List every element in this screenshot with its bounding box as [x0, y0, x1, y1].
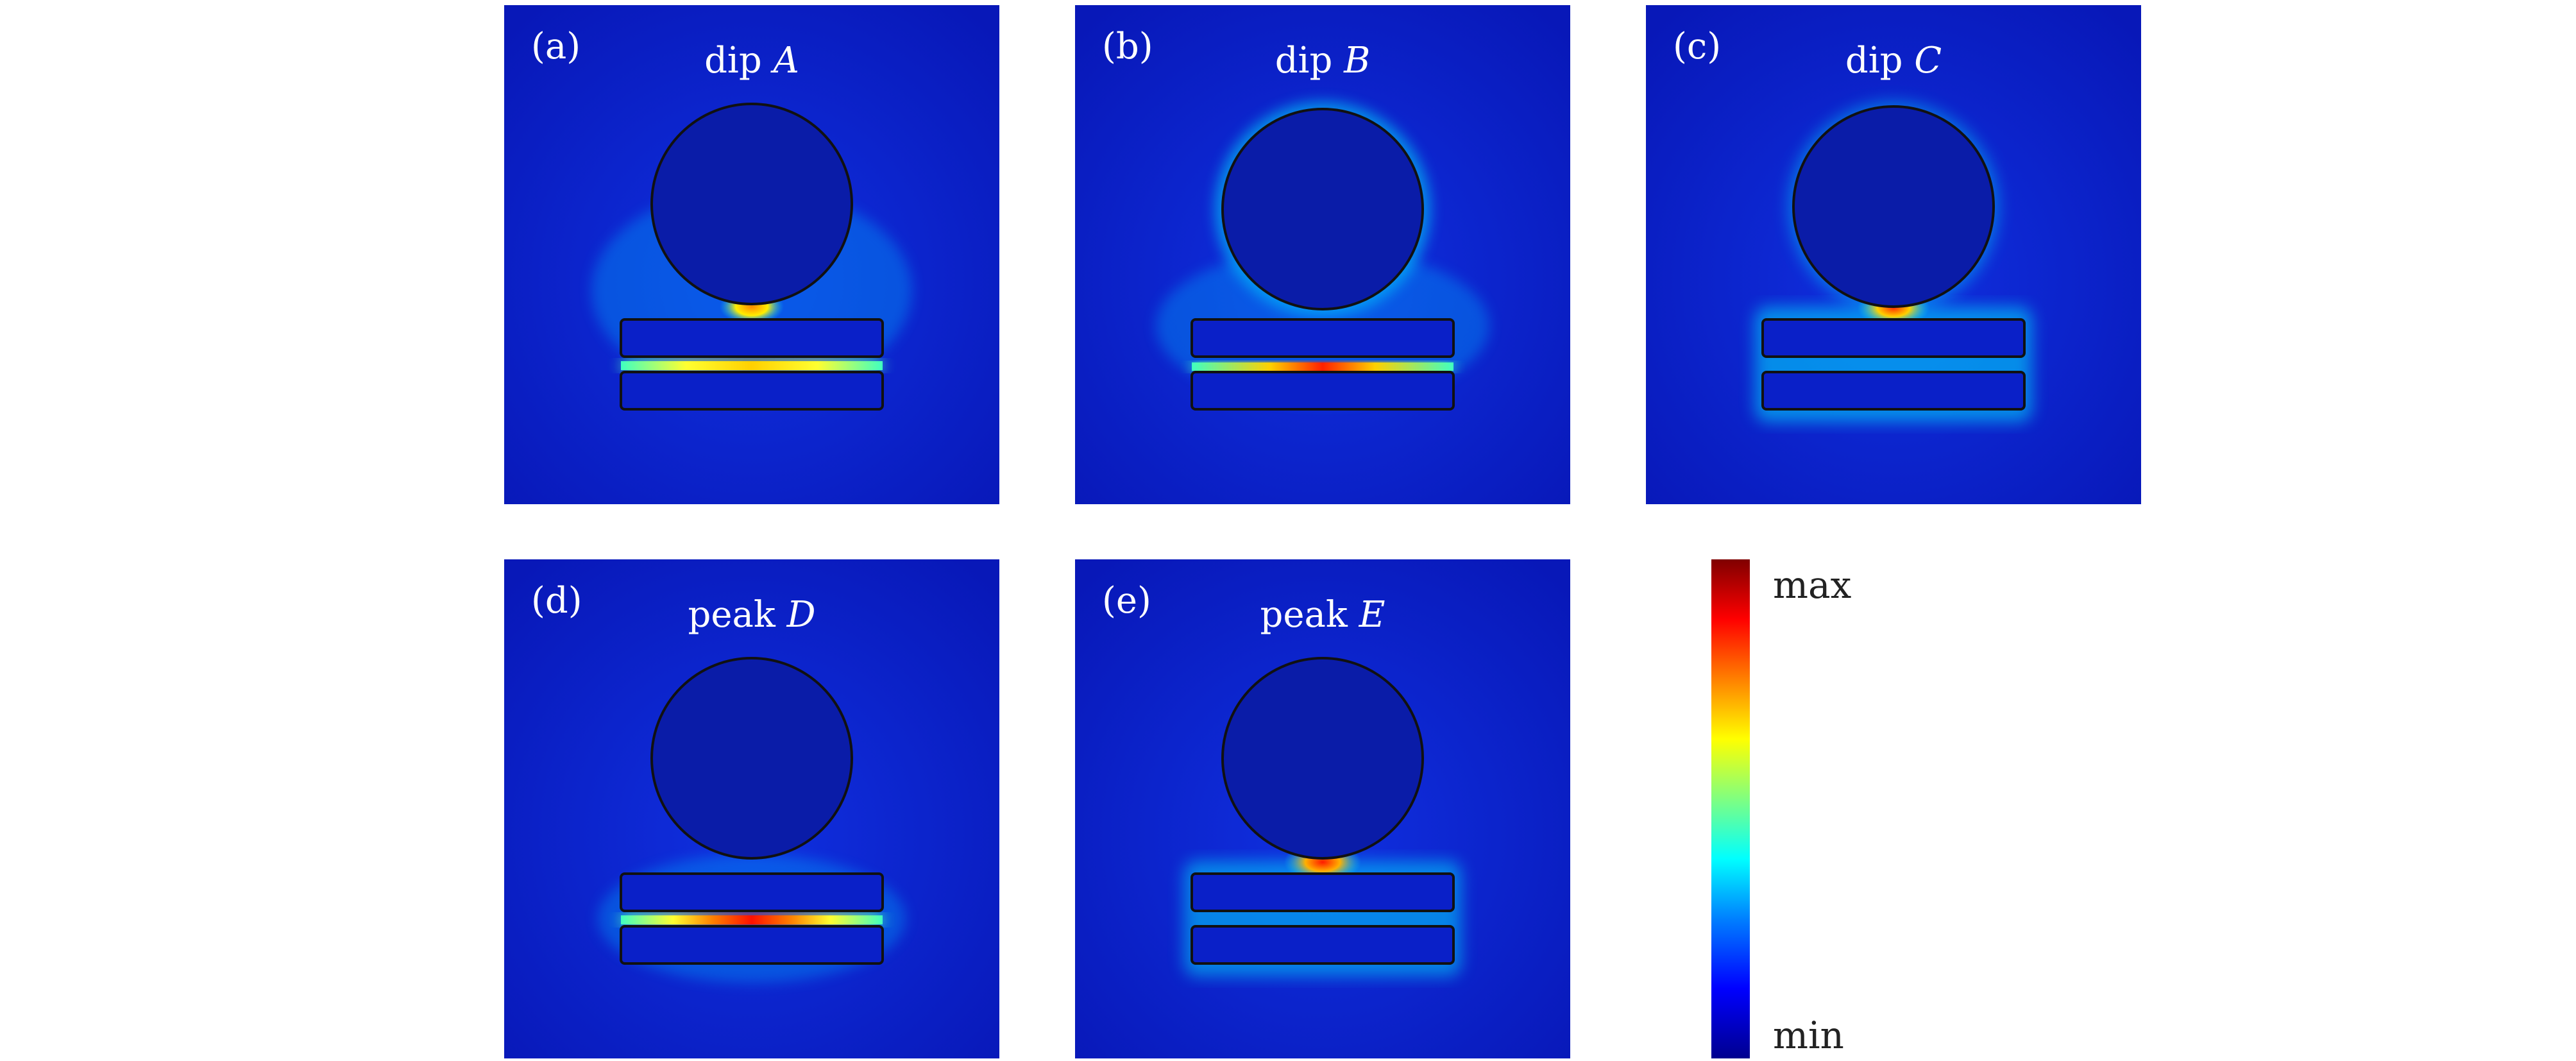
colorbar-max-label: max — [1773, 563, 1852, 607]
field-map-a-image — [504, 5, 999, 504]
panel-c-title: dip C — [1845, 40, 1942, 81]
panel-e-title: peak E — [1260, 594, 1385, 636]
field-map-panel-d: (d) peak D — [504, 559, 999, 1058]
panel-a-title: dip A — [704, 40, 799, 81]
panel-a-label: (a) — [531, 26, 581, 67]
panel-e-label: (e) — [1102, 580, 1151, 622]
field-map-e-image — [1075, 559, 1570, 1058]
field-map-d-image — [504, 559, 999, 1058]
field-map-panel-a: (a) dip A — [504, 5, 999, 504]
field-map-b-image — [1075, 5, 1570, 504]
panel-b-label: (b) — [1102, 26, 1153, 67]
field-map-panel-e: (e) peak E — [1075, 559, 1570, 1058]
field-map-panel-c: (c) dip C — [1646, 5, 2141, 504]
panel-c-label: (c) — [1673, 26, 1722, 67]
panel-b-title: dip B — [1275, 40, 1371, 81]
colorbar-min-label: min — [1773, 1014, 1844, 1057]
panel-d-label: (d) — [531, 580, 582, 622]
field-map-c-image — [1646, 5, 2141, 504]
field-map-panel-b: (b) dip B — [1075, 5, 1570, 504]
panel-d-title: peak D — [688, 594, 816, 636]
colorbar — [1711, 559, 1750, 1058]
